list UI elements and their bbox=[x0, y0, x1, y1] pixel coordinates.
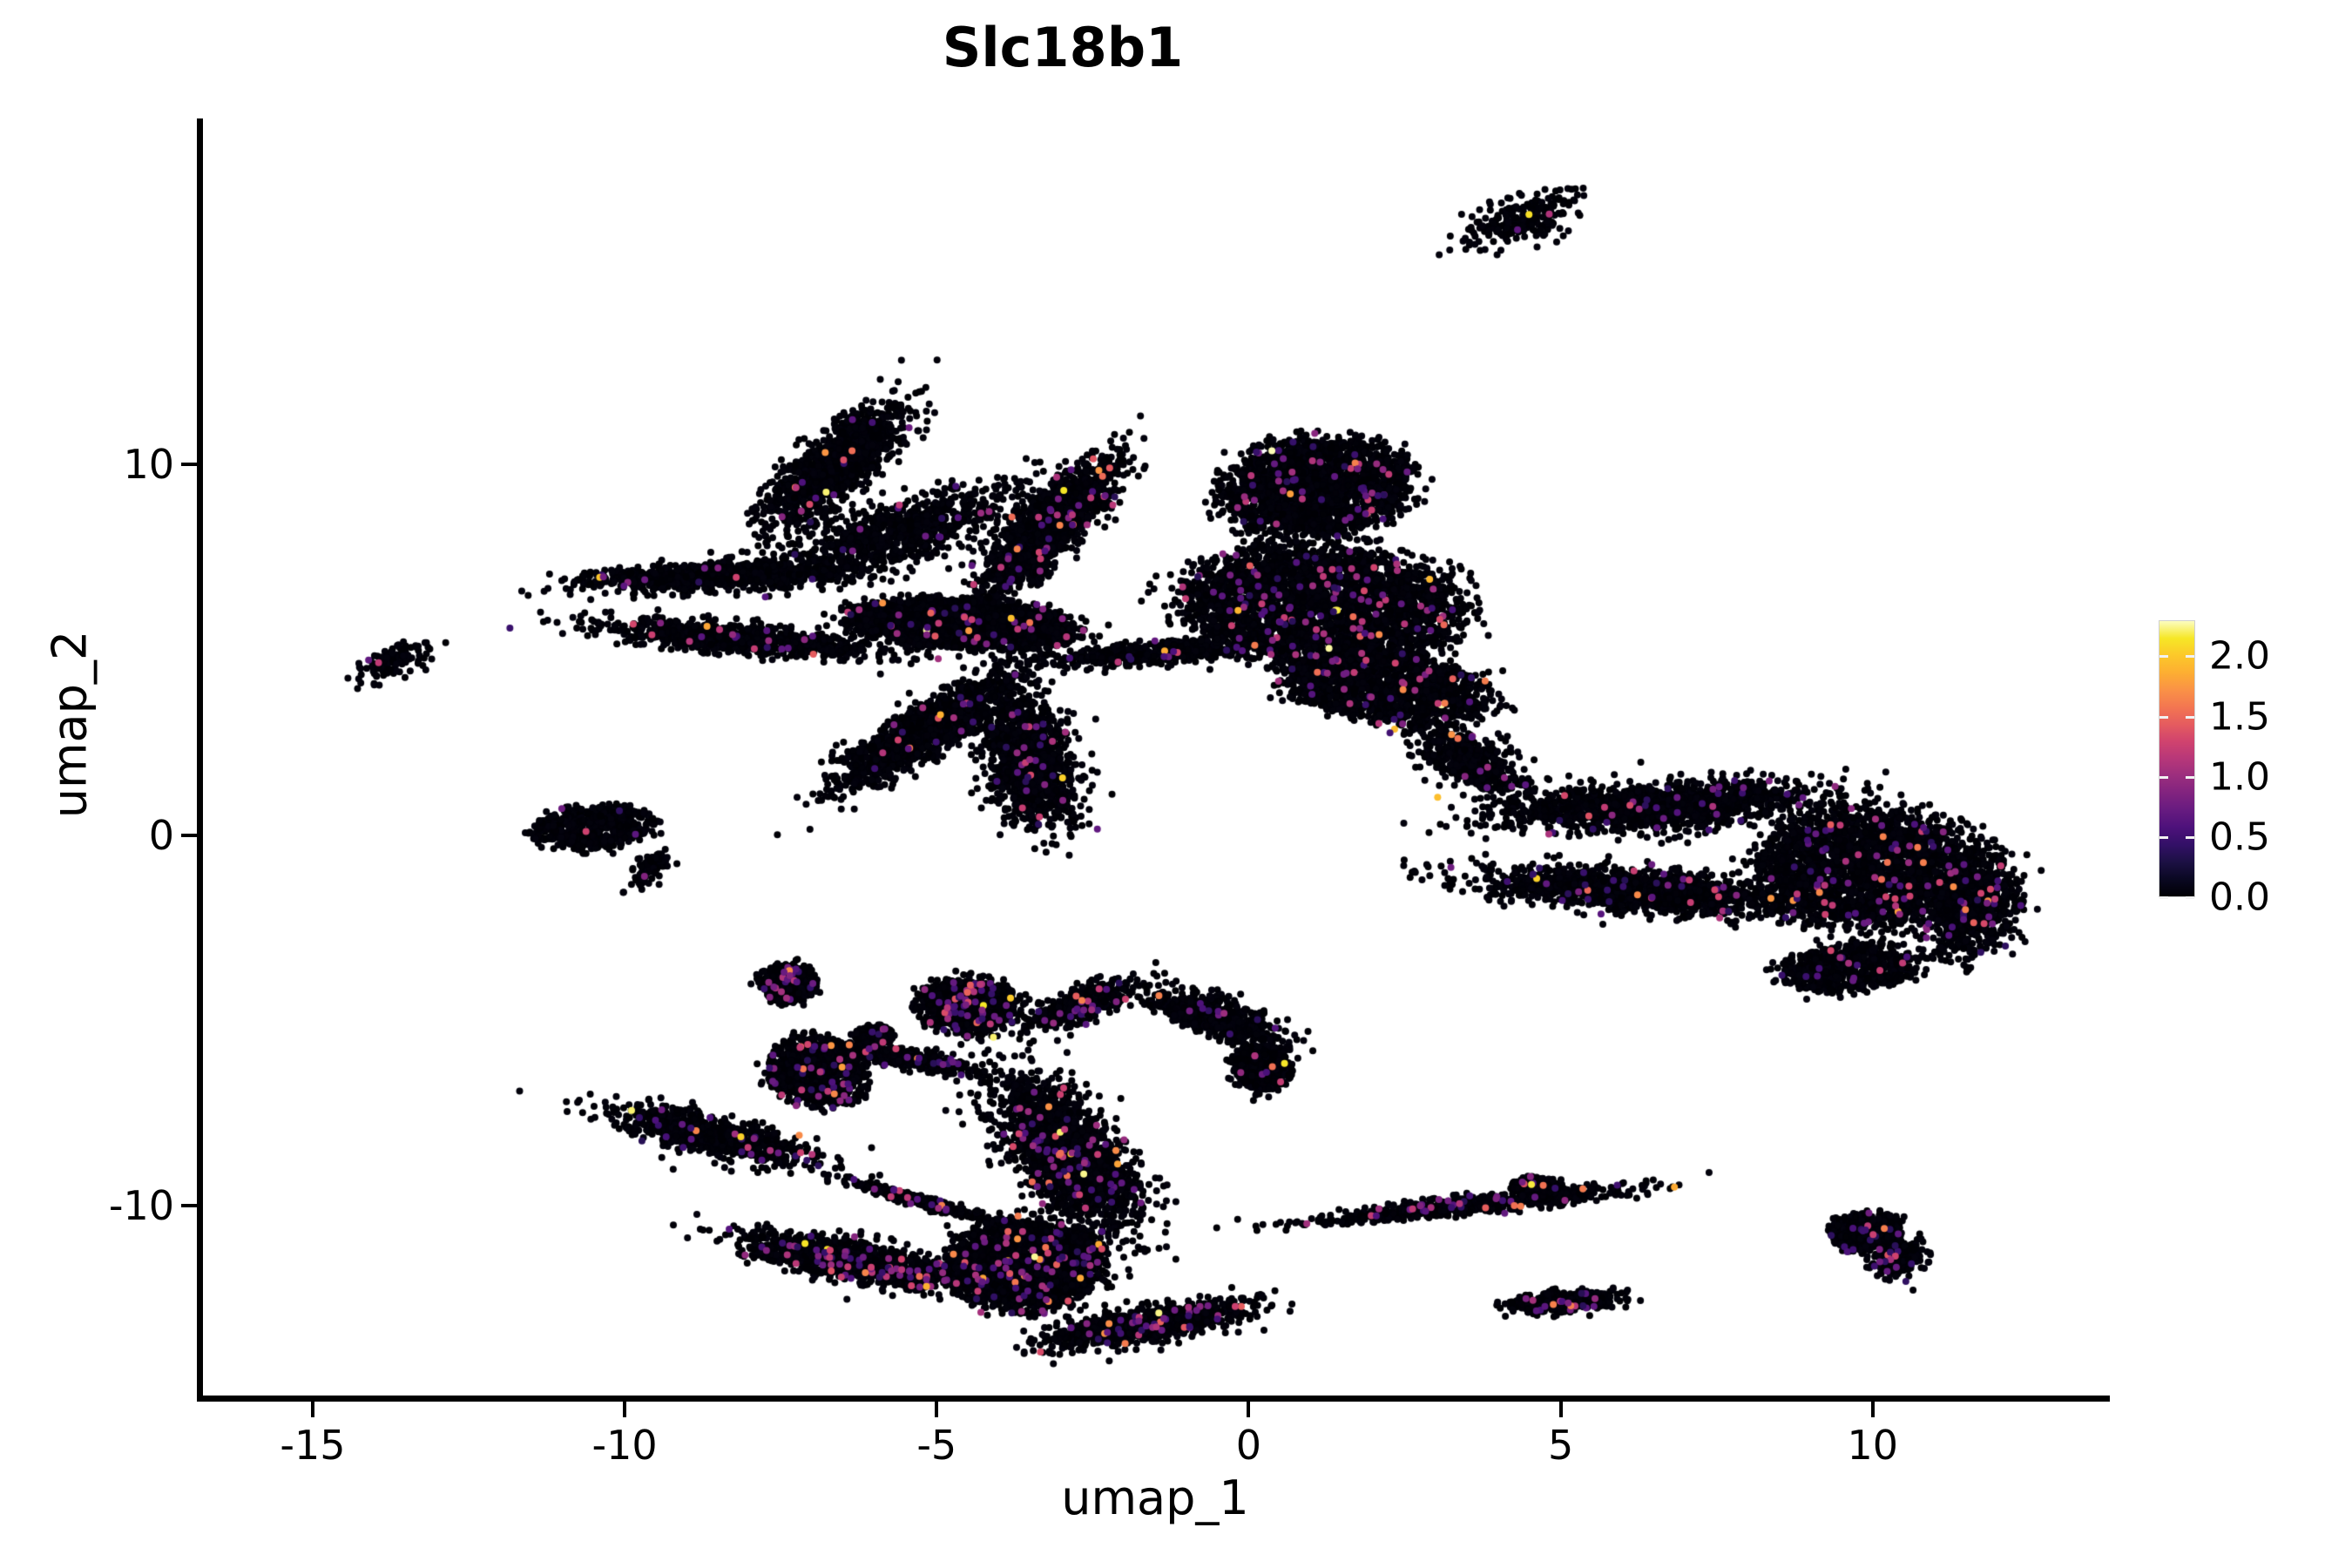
colorbar-tick-mark bbox=[2159, 775, 2168, 779]
x-axis-label: umap_1 bbox=[1061, 1470, 1249, 1525]
colorbar-tick-label: 1.5 bbox=[2209, 694, 2270, 740]
colorbar-tick-label: 2.0 bbox=[2209, 633, 2270, 679]
colorbar-tick-label: 1.0 bbox=[2209, 754, 2270, 800]
x-tick-label: -10 bbox=[591, 1422, 658, 1469]
page-title: Slc18b1 bbox=[942, 16, 1184, 79]
x-tick-label: 10 bbox=[1847, 1422, 1899, 1469]
y-tick-label: 0 bbox=[148, 811, 174, 859]
y-tick-mark bbox=[181, 833, 197, 837]
x-tick-mark bbox=[1558, 1402, 1563, 1417]
colorbar-tick-mark bbox=[2159, 715, 2168, 719]
x-tick-mark bbox=[935, 1402, 939, 1417]
y-axis-spine bbox=[197, 118, 203, 1402]
colorbar-tick-label: 0.0 bbox=[2209, 875, 2270, 920]
x-tick-label: -5 bbox=[916, 1422, 957, 1469]
x-tick-label: -15 bbox=[280, 1422, 346, 1469]
colorbar-tick-mark bbox=[2186, 775, 2194, 779]
colorbar-tick-label: 0.5 bbox=[2209, 814, 2270, 860]
x-tick-mark bbox=[310, 1402, 314, 1417]
y-tick-label: 10 bbox=[123, 441, 174, 489]
colorbar-tick-mark bbox=[2186, 835, 2194, 839]
x-tick-label: 5 bbox=[1547, 1422, 1574, 1469]
colorbar-tick-mark bbox=[2159, 835, 2168, 839]
scatter-plot-canvas bbox=[200, 120, 2110, 1398]
x-axis-spine bbox=[200, 1396, 2110, 1402]
colorbar-tick-mark bbox=[2186, 655, 2194, 659]
x-tick-mark bbox=[1870, 1402, 1875, 1417]
y-tick-label: -10 bbox=[108, 1181, 174, 1229]
plot-area bbox=[200, 120, 2110, 1398]
colorbar-tick-mark bbox=[2159, 655, 2168, 659]
colorbar-tick-mark bbox=[2159, 896, 2168, 899]
x-tick-mark bbox=[1247, 1402, 1251, 1417]
y-tick-mark bbox=[181, 1203, 197, 1207]
x-tick-mark bbox=[623, 1402, 627, 1417]
colorbar-gradient bbox=[2159, 620, 2195, 897]
colorbar-tick-mark bbox=[2186, 896, 2194, 899]
x-tick-label: 0 bbox=[1235, 1422, 1262, 1469]
y-tick-mark bbox=[181, 463, 197, 467]
y-axis-label: umap_2 bbox=[42, 630, 98, 819]
colorbar-tick-mark bbox=[2186, 715, 2194, 719]
